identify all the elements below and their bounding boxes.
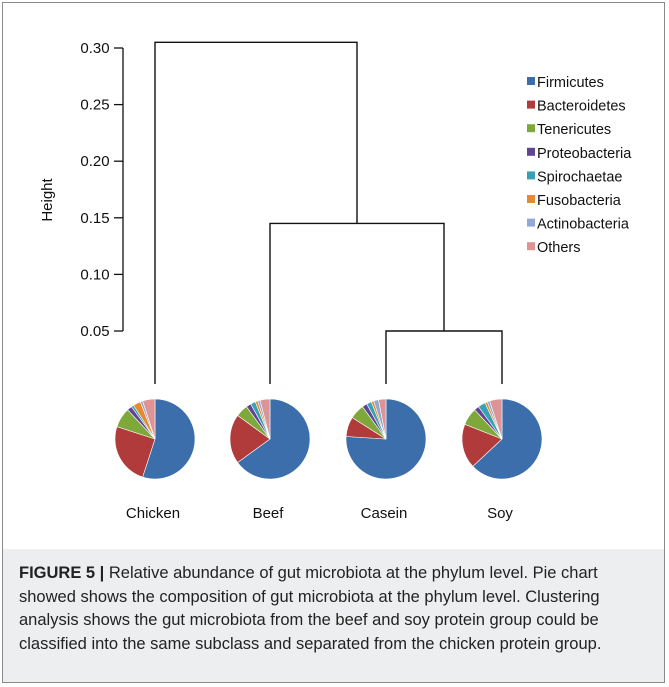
dendrogram-branches xyxy=(154,41,503,384)
pie-beef xyxy=(229,398,311,480)
legend-swatch-actinobacteria xyxy=(527,218,535,227)
dendrogram-branch xyxy=(154,41,358,384)
y-axis: 0.30 0.25 0.20 0.15 0.10 0.05 xyxy=(80,40,124,340)
y-tick-label: 0.10 xyxy=(80,266,109,283)
pie-slice-firmicutes xyxy=(142,398,196,480)
pie-slice-bacteroidetes xyxy=(461,423,503,467)
legend-label-others: Others xyxy=(537,240,581,256)
legend-label-bacteroidetes: Bacteroidetes xyxy=(537,99,626,115)
caption-box xyxy=(3,549,664,682)
legend-swatch-proteobacteria xyxy=(527,147,535,156)
y-tick-label: 0.25 xyxy=(80,97,109,114)
pie-slice-others xyxy=(142,398,156,440)
pie-slice-others xyxy=(259,398,271,440)
pie-slice-bacteroidetes xyxy=(229,415,271,463)
legend-swatch-spirochaetae xyxy=(527,171,535,180)
legend-label-proteobacteria: Proteobacteria xyxy=(537,146,632,162)
legend: Firmicutes Bacteroidetes Tenericutes Proteo… xyxy=(527,75,632,256)
y-tick-label: 0.15 xyxy=(80,210,109,227)
legend-swatch-fusobacteria xyxy=(527,195,535,203)
legend-label-firmicutes: Firmicutes xyxy=(537,75,604,91)
legend-label-fusobacteria: Fusobacteria xyxy=(537,193,622,209)
pie-soy xyxy=(461,398,543,480)
pie-slice-others xyxy=(489,398,503,440)
dendrogram-chart: 0.30 0.25 0.20 0.15 0.10 0.05 Height Chicken B… xyxy=(39,40,632,522)
leaf-label-casein: Casein xyxy=(361,505,408,522)
legend-swatch-others xyxy=(527,242,535,251)
legend-label-tenericutes: Tenericutes xyxy=(537,122,611,138)
legend-label-actinobacteria: Actinobacteria xyxy=(537,217,630,233)
dendrogram-branch xyxy=(269,222,445,384)
leaf-label-soy: Soy xyxy=(487,505,513,522)
caption-text: Relative abundance of gut microbiota at … xyxy=(19,564,602,653)
pie-slice-others xyxy=(378,398,387,440)
dendrogram-branch xyxy=(385,330,503,384)
leaf-labels: Chicken Beef Casein Soy xyxy=(126,505,514,522)
pie-slice-bacteroidetes xyxy=(114,426,156,478)
legend-swatch-firmicutes xyxy=(527,77,535,85)
leaf-label-beef: Beef xyxy=(253,505,285,522)
caption-label: FIGURE 5 | xyxy=(19,564,105,582)
figure-caption: FIGURE 5 | Relative abundance of gut mic… xyxy=(19,562,649,656)
y-tick-label: 0.30 xyxy=(80,40,109,57)
pie-casein xyxy=(345,398,427,480)
y-axis-label: Height xyxy=(39,177,56,221)
pie-chicken xyxy=(114,398,196,480)
legend-swatch-bacteroidetes xyxy=(527,100,535,109)
pie-slice-firmicutes xyxy=(472,398,543,480)
legend-label-spirochaetae: Spirochaetae xyxy=(537,169,622,185)
leaf-label-chicken: Chicken xyxy=(126,505,180,522)
y-tick-label: 0.20 xyxy=(80,153,109,170)
legend-swatch-tenericutes xyxy=(527,124,535,133)
pie-slice-firmicutes xyxy=(237,398,311,480)
y-tick-label: 0.05 xyxy=(80,323,109,340)
pie-charts xyxy=(114,398,543,480)
